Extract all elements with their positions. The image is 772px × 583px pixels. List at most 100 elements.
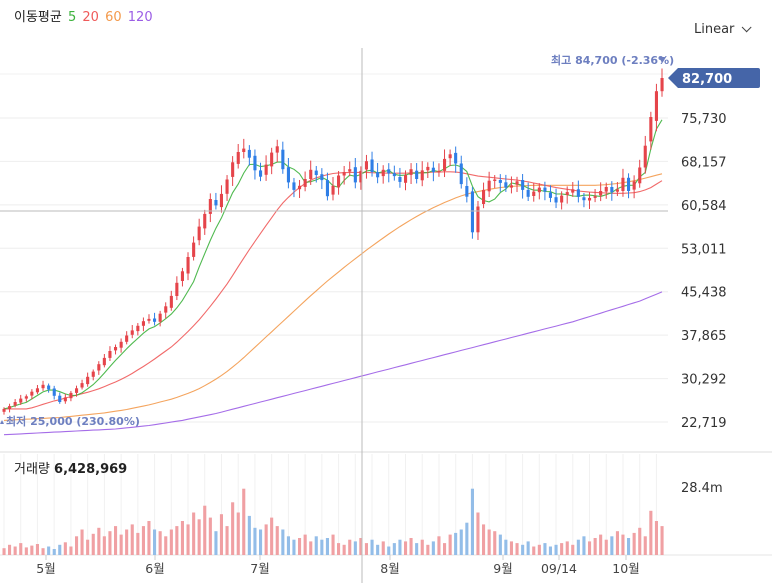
candle-body bbox=[270, 152, 274, 167]
volume-bar bbox=[431, 541, 435, 555]
volume-bar bbox=[526, 541, 530, 555]
volume-bar bbox=[582, 536, 586, 555]
candle-body bbox=[91, 371, 95, 377]
candle-body bbox=[521, 180, 525, 190]
volume-bar bbox=[588, 541, 592, 555]
price-tick-label: 68,157 bbox=[681, 155, 727, 170]
volume-bar bbox=[91, 533, 95, 556]
candle-body bbox=[660, 78, 664, 92]
volume-bar bbox=[459, 529, 463, 555]
volume-bar bbox=[47, 546, 51, 555]
volume-bar bbox=[543, 543, 547, 555]
price-tick-label: 22,719 bbox=[681, 416, 727, 431]
volume-bar bbox=[125, 529, 129, 555]
legend-ma20[interactable]: 20 bbox=[82, 10, 99, 25]
volume-bar bbox=[604, 539, 608, 555]
volume-bar bbox=[108, 531, 112, 555]
volume-bar bbox=[309, 541, 313, 555]
candle-body bbox=[342, 172, 346, 176]
volume-bar bbox=[298, 538, 302, 555]
candle-body bbox=[426, 166, 430, 171]
volume-bar bbox=[593, 538, 597, 555]
volume-bar bbox=[465, 522, 469, 555]
candle-body bbox=[147, 318, 151, 321]
volume-bar bbox=[448, 534, 452, 555]
candle-body bbox=[8, 406, 12, 409]
volume-tick-label: 28.4m bbox=[681, 481, 723, 496]
volume-bar bbox=[24, 547, 28, 555]
candle-body bbox=[532, 191, 536, 196]
candle-body bbox=[169, 295, 173, 308]
candle-body bbox=[208, 199, 212, 214]
candle-body bbox=[420, 170, 424, 181]
month-label: 8월 bbox=[380, 561, 399, 576]
legend-ma5[interactable]: 5 bbox=[67, 10, 77, 25]
price-tick-label: 37,865 bbox=[681, 329, 727, 344]
candle-body bbox=[448, 154, 452, 159]
candle-body bbox=[35, 388, 39, 393]
candlestick-series bbox=[2, 68, 664, 415]
month-label: 5월 bbox=[36, 561, 55, 576]
candle-body bbox=[548, 192, 552, 198]
candle-body bbox=[588, 197, 592, 201]
candle-body bbox=[543, 187, 547, 192]
volume-bar bbox=[130, 524, 134, 555]
price-tick-label: 75,730 bbox=[681, 112, 727, 127]
volume-bar bbox=[164, 536, 168, 555]
candle-body bbox=[604, 187, 608, 192]
candle-body bbox=[63, 397, 67, 402]
high-price-annotation: 최고 84,700 (-2.36%) bbox=[551, 53, 674, 67]
volume-bar bbox=[610, 536, 614, 555]
candle-body bbox=[219, 193, 223, 208]
candle-body bbox=[387, 169, 391, 174]
candle-body bbox=[52, 388, 56, 396]
ma120-line bbox=[3, 291, 663, 436]
candle-body bbox=[97, 364, 101, 371]
volume-bar bbox=[264, 524, 268, 555]
candle-body bbox=[130, 330, 134, 335]
volume-bar bbox=[509, 541, 513, 555]
candle-body bbox=[24, 396, 28, 399]
volume-bar bbox=[554, 544, 558, 555]
volume-bar bbox=[52, 549, 56, 555]
price-axis: 75,730 68,157 60,584 53,011 45,438 37,865 30,2… bbox=[668, 68, 760, 496]
volume-bar bbox=[359, 538, 363, 555]
volume-bar bbox=[565, 541, 569, 555]
volume-bar bbox=[153, 529, 157, 555]
volume-bar bbox=[348, 539, 352, 555]
ma20-line bbox=[4, 171, 663, 410]
legend-ma60[interactable]: 60 bbox=[105, 10, 122, 25]
candle-body bbox=[392, 173, 396, 177]
candle-body bbox=[654, 91, 658, 121]
candle-body bbox=[593, 196, 597, 198]
volume-bar bbox=[197, 519, 201, 555]
month-label: 09/14 bbox=[541, 561, 577, 576]
volume-bar bbox=[147, 521, 151, 555]
volume-bar bbox=[482, 524, 486, 555]
price-tick-label: 30,292 bbox=[681, 373, 727, 388]
volume-bar bbox=[80, 529, 84, 555]
moving-average-lines bbox=[3, 119, 663, 436]
volume-bar bbox=[370, 539, 374, 555]
volume-bar bbox=[654, 521, 658, 555]
volume-bar bbox=[337, 543, 341, 555]
volume-bar bbox=[69, 546, 73, 555]
volume-bar bbox=[353, 541, 357, 555]
volume-bar bbox=[75, 536, 79, 555]
candle-body bbox=[353, 167, 357, 183]
candle-body bbox=[41, 384, 45, 389]
candle-body bbox=[627, 177, 631, 191]
candle-body bbox=[504, 182, 508, 188]
candle-body bbox=[13, 402, 17, 406]
ma60-line bbox=[3, 173, 663, 421]
candle-body bbox=[2, 408, 6, 412]
volume-bar bbox=[437, 536, 441, 555]
volume-bar bbox=[404, 541, 408, 555]
candle-body bbox=[180, 271, 184, 281]
volume-bar bbox=[30, 545, 34, 555]
scale-mode-dropdown[interactable]: Linear bbox=[694, 22, 752, 37]
volume-bar bbox=[86, 539, 90, 555]
volume-label: 거래량 bbox=[14, 462, 50, 477]
legend-ma120[interactable]: 120 bbox=[127, 10, 153, 25]
